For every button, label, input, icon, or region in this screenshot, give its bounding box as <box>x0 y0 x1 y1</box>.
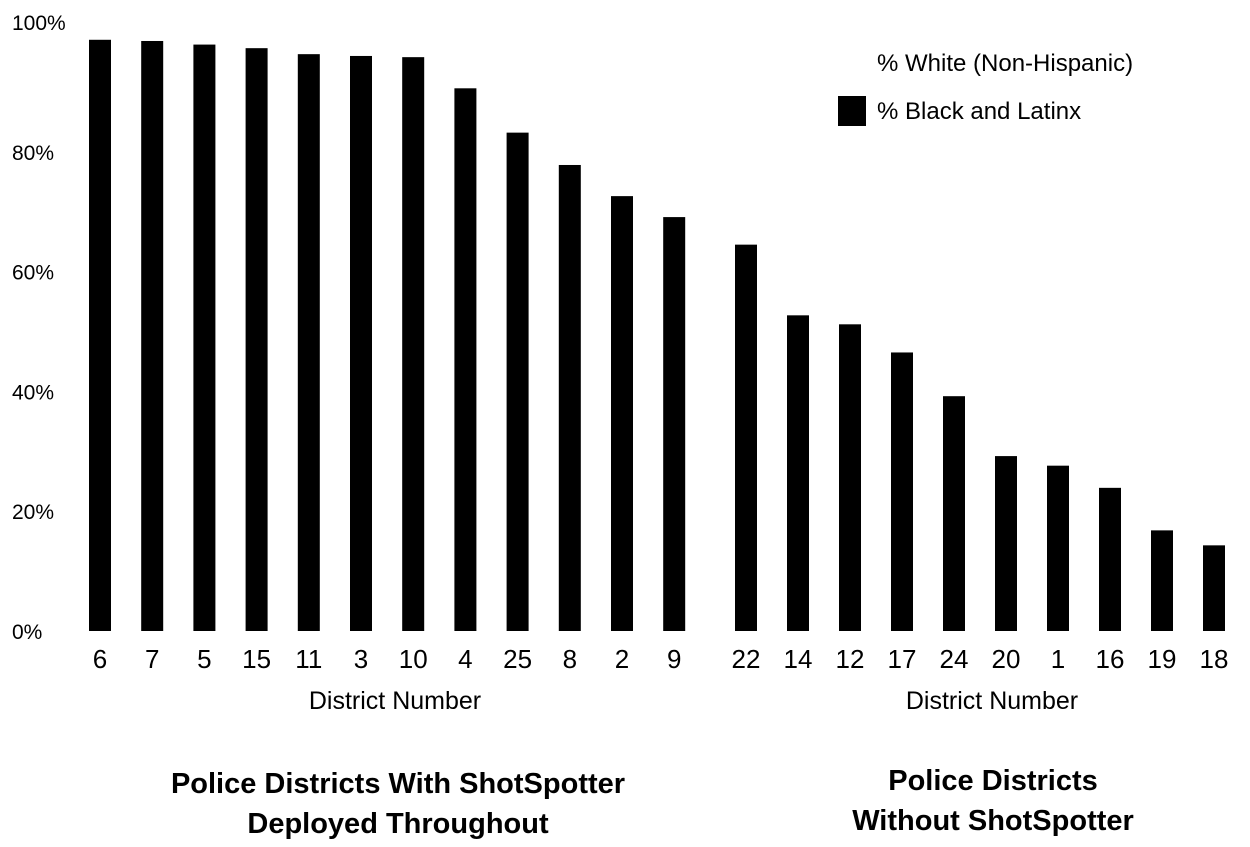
x-tick-label: 2 <box>615 644 629 674</box>
legend-swatch <box>838 96 866 126</box>
y-tick-label: 100% <box>12 12 66 35</box>
x-tick-label: 16 <box>1096 644 1125 674</box>
bar-district-20 <box>995 456 1017 631</box>
x-tick-label: 3 <box>354 644 368 674</box>
group-title-line: Deployed Throughout <box>247 808 549 840</box>
y-tick-label: 20% <box>12 501 54 524</box>
x-axis-titles: District Number District Number <box>309 687 1078 715</box>
legend: % White (Non-Hispanic) % Black and Latinx <box>838 48 1133 126</box>
x-tick-label: 22 <box>732 644 761 674</box>
group-titles: Police Districts With ShotSpotter Deploye… <box>171 765 1134 840</box>
y-tick-label: 40% <box>12 381 54 404</box>
bar-district-17 <box>891 352 913 631</box>
group-title-line: Police Districts With ShotSpotter <box>171 768 625 800</box>
x-tick-label: 25 <box>503 644 532 674</box>
bar-district-24 <box>943 396 965 631</box>
y-axis-ticks: 0% 20% 40% 60% 80% 100% <box>12 12 66 644</box>
x-tick-label: 15 <box>242 644 271 674</box>
x-tick-label: 14 <box>784 644 813 674</box>
group-title-line: Without ShotSpotter <box>852 805 1134 837</box>
x-tick-label: 5 <box>197 644 211 674</box>
bar-district-11 <box>297 54 320 631</box>
x-axis-category-labels: 6 7 5 15 11 3 10 4 25 8 2 9 22 14 12 17 24 20 1 16 19 18 <box>93 644 1229 674</box>
x-axis-title: District Number <box>309 687 481 715</box>
bar-district-3 <box>350 55 372 631</box>
bar-district-1 <box>1047 465 1069 631</box>
bar-district-16 <box>1099 487 1121 631</box>
bar-district-6 <box>89 39 111 632</box>
bar-district-12 <box>839 324 861 631</box>
bar-district-25 <box>506 132 529 631</box>
bar-district-5 <box>193 44 216 632</box>
x-tick-label: 4 <box>458 644 472 674</box>
legend-label: % White (Non-Hispanic) <box>877 50 1133 77</box>
bar-district-4 <box>454 88 477 631</box>
y-tick-label: 60% <box>12 262 54 285</box>
bars <box>89 39 1225 632</box>
legend-label: % Black and Latinx <box>877 98 1081 125</box>
bar-district-19 <box>1151 530 1173 631</box>
bar-district-8 <box>558 164 581 631</box>
bar-district-15 <box>245 48 268 632</box>
x-tick-label: 17 <box>888 644 917 674</box>
x-tick-label: 11 <box>295 644 322 674</box>
x-tick-label: 12 <box>836 644 865 674</box>
x-tick-label: 8 <box>563 644 577 674</box>
x-tick-label: 7 <box>145 644 159 674</box>
x-tick-label: 1 <box>1051 644 1065 674</box>
x-tick-label: 6 <box>93 644 107 674</box>
y-tick-label: 80% <box>12 142 54 165</box>
bar-district-22 <box>735 244 757 631</box>
x-tick-label: 20 <box>992 644 1021 674</box>
bar-district-7 <box>141 40 164 632</box>
x-tick-label: 9 <box>667 644 681 674</box>
bar-district-18 <box>1203 545 1225 631</box>
group-title-line: Police Districts <box>888 765 1098 797</box>
x-tick-label: 18 <box>1200 644 1229 674</box>
bar-district-9 <box>663 217 686 631</box>
x-axis-title: District Number <box>906 687 1078 715</box>
x-tick-label: 10 <box>399 644 428 674</box>
y-tick-label: 0% <box>12 621 42 644</box>
x-tick-label: 24 <box>940 644 969 674</box>
legend-swatch <box>838 48 866 78</box>
bar-district-14 <box>787 315 809 631</box>
bar-district-10 <box>402 57 425 631</box>
bar-district-2 <box>611 196 633 631</box>
x-tick-label: 19 <box>1148 644 1177 674</box>
